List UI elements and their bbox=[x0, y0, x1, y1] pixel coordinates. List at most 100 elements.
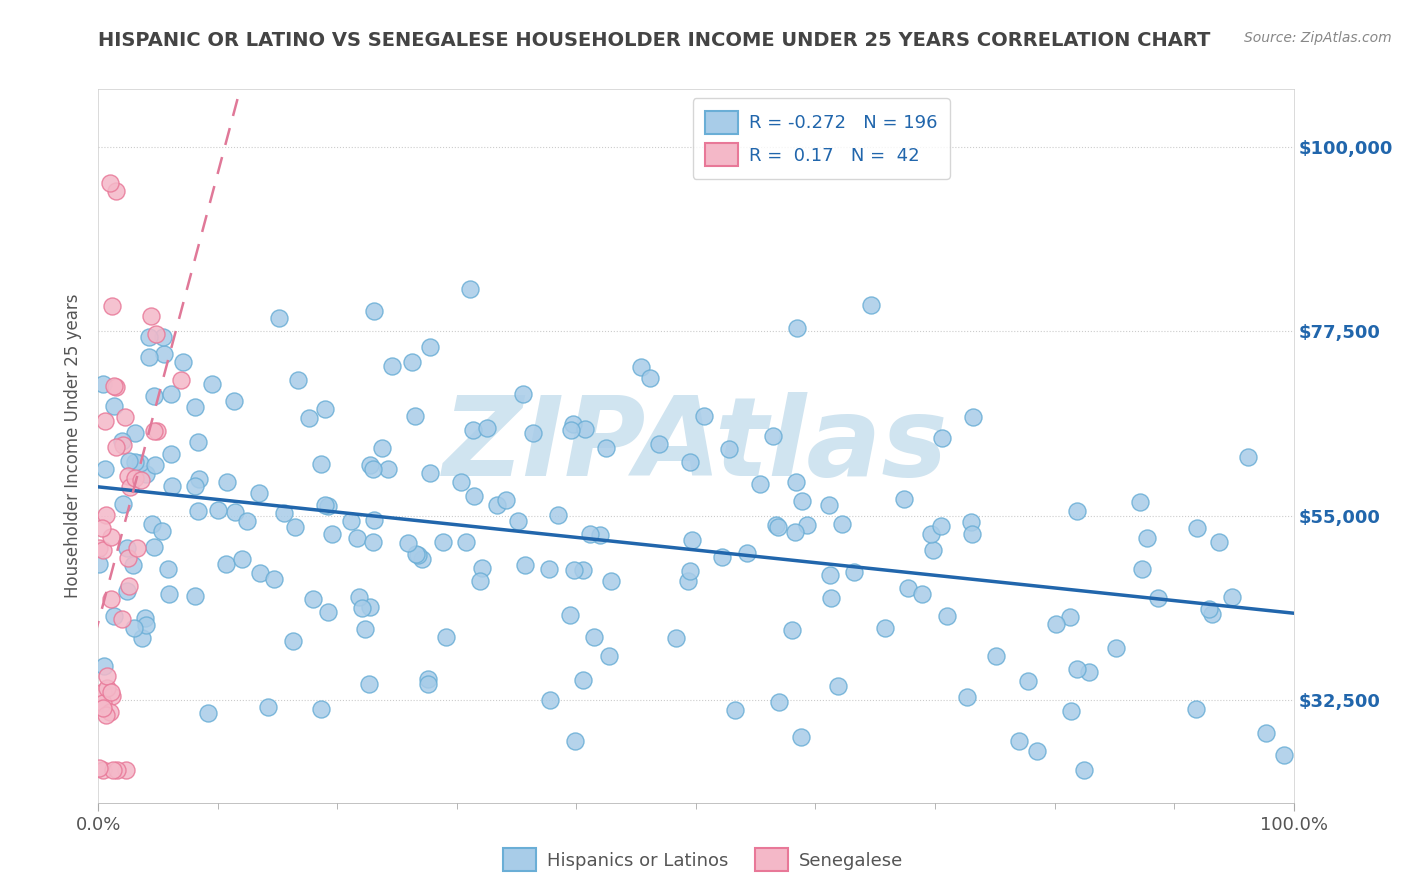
Point bbox=[416, 672, 439, 686]
Point bbox=[665, 631, 688, 645]
Point bbox=[1208, 535, 1230, 549]
Point bbox=[463, 490, 485, 504]
Point bbox=[749, 477, 772, 491]
Point bbox=[91, 701, 114, 715]
Point bbox=[820, 591, 842, 606]
Point bbox=[419, 466, 441, 480]
Point bbox=[371, 441, 394, 455]
Point bbox=[314, 402, 336, 417]
Point bbox=[572, 563, 595, 577]
Point bbox=[111, 438, 134, 452]
Point bbox=[184, 589, 207, 603]
Point bbox=[396, 535, 419, 549]
Point bbox=[143, 540, 166, 554]
Point bbox=[1236, 450, 1258, 464]
Point bbox=[101, 763, 124, 777]
Point bbox=[100, 530, 122, 544]
Point bbox=[1272, 747, 1295, 762]
Point bbox=[710, 550, 733, 565]
Point bbox=[676, 574, 699, 588]
Point bbox=[1201, 607, 1223, 621]
Point bbox=[96, 707, 118, 722]
Point bbox=[962, 410, 984, 425]
Point bbox=[359, 458, 381, 473]
Point bbox=[98, 705, 121, 719]
Point bbox=[485, 498, 508, 512]
Text: HISPANIC OR LATINO VS SENEGALESE HOUSEHOLDER INCOME UNDER 25 YEARS CORRELATION C: HISPANIC OR LATINO VS SENEGALESE HOUSEHO… bbox=[98, 31, 1211, 50]
Point bbox=[117, 468, 139, 483]
Point bbox=[1045, 617, 1067, 632]
Point bbox=[859, 298, 882, 312]
Point bbox=[103, 399, 125, 413]
Point bbox=[936, 609, 959, 624]
Point bbox=[718, 442, 741, 457]
Point bbox=[215, 557, 238, 571]
Point bbox=[104, 380, 127, 394]
Point bbox=[359, 600, 381, 615]
Point bbox=[224, 505, 246, 519]
Point bbox=[450, 475, 472, 489]
Point bbox=[93, 659, 115, 673]
Point bbox=[105, 440, 128, 454]
Point bbox=[143, 458, 166, 472]
Point bbox=[96, 508, 118, 522]
Point bbox=[922, 542, 945, 557]
Point bbox=[956, 690, 979, 704]
Point bbox=[768, 695, 790, 709]
Point bbox=[145, 327, 167, 342]
Text: Source: ZipAtlas.com: Source: ZipAtlas.com bbox=[1244, 31, 1392, 45]
Point bbox=[962, 527, 984, 541]
Legend: R = -0.272   N = 196, R =  0.17   N =  42: R = -0.272 N = 196, R = 0.17 N = 42 bbox=[693, 98, 950, 179]
Point bbox=[600, 574, 623, 589]
Point bbox=[363, 513, 385, 527]
Point bbox=[1130, 562, 1153, 576]
Point bbox=[115, 541, 138, 556]
Point bbox=[135, 467, 157, 481]
Point bbox=[91, 543, 114, 558]
Point bbox=[818, 498, 841, 512]
Point bbox=[406, 548, 429, 562]
Point bbox=[1147, 591, 1170, 606]
Point bbox=[471, 561, 494, 575]
Point bbox=[231, 551, 253, 566]
Text: ZIPAtlas: ZIPAtlas bbox=[443, 392, 949, 500]
Point bbox=[143, 425, 166, 439]
Point bbox=[129, 473, 152, 487]
Point bbox=[117, 579, 139, 593]
Point bbox=[893, 491, 915, 506]
Point bbox=[201, 377, 224, 392]
Point bbox=[363, 304, 385, 318]
Point bbox=[411, 552, 433, 566]
Point bbox=[735, 546, 758, 560]
Point bbox=[117, 551, 139, 566]
Point bbox=[87, 761, 110, 775]
Point bbox=[309, 701, 332, 715]
Point bbox=[100, 591, 122, 606]
Point bbox=[91, 685, 114, 699]
Point bbox=[515, 558, 537, 572]
Point bbox=[1136, 531, 1159, 545]
Point bbox=[122, 558, 145, 572]
Point bbox=[765, 518, 787, 533]
Point bbox=[458, 283, 481, 297]
Point bbox=[267, 311, 290, 326]
Point bbox=[346, 531, 368, 545]
Point bbox=[790, 494, 813, 508]
Point bbox=[103, 379, 125, 393]
Point bbox=[564, 734, 586, 748]
Point bbox=[1017, 673, 1039, 688]
Point bbox=[911, 587, 934, 601]
Point bbox=[152, 347, 174, 361]
Point bbox=[101, 299, 124, 313]
Point bbox=[1026, 744, 1049, 758]
Point bbox=[405, 547, 427, 561]
Point bbox=[256, 699, 278, 714]
Point bbox=[321, 527, 343, 541]
Point bbox=[96, 681, 118, 696]
Point bbox=[1184, 702, 1206, 716]
Point bbox=[350, 601, 373, 615]
Point bbox=[87, 557, 110, 571]
Point bbox=[354, 622, 377, 636]
Point bbox=[897, 581, 920, 595]
Point bbox=[1059, 610, 1081, 624]
